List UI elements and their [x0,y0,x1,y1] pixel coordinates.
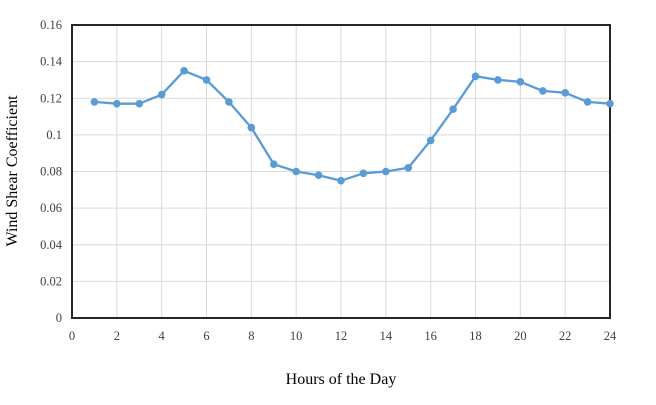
y-axis-title: Wind Shear Coefficient [4,95,21,247]
x-tick-label: 0 [69,329,75,343]
y-tick-label: 0 [56,311,62,325]
x-tick-label: 14 [380,329,393,343]
x-tick-label: 16 [424,329,437,343]
y-tick-label: 0.04 [40,238,63,252]
data-point-marker [359,169,368,178]
plot-border [71,24,611,319]
data-point-marker [202,76,211,84]
data-point-marker [516,78,525,86]
y-tick-label: 0.16 [40,18,62,32]
x-tick-label: 10 [290,329,303,343]
y-tick-label: 0.12 [40,91,62,105]
x-tick-label: 6 [203,329,209,343]
data-point-marker [494,76,502,84]
y-tick-label: 0.14 [40,55,63,69]
series-line [93,69,612,182]
x-tick-label: 24 [604,329,617,343]
y-tick-label: 0.08 [40,165,62,179]
y-tick-label: 0.1 [46,128,62,142]
data-point-marker [113,99,121,108]
data-point-marker [157,90,166,99]
x-tick-label: 12 [335,329,348,343]
data-point-marker [292,167,301,176]
data-point-marker [606,99,614,108]
x-tick-label: 20 [514,329,527,343]
data-point-marker [404,164,413,172]
x-tick-label: 4 [159,329,166,343]
data-point-marker [426,136,435,145]
data-point-marker [314,171,323,179]
y-tick-label: 0.02 [40,274,62,288]
x-tick-label: 22 [559,329,572,343]
x-axis-title: Hours of the Day [286,371,397,388]
data-point-marker [90,98,99,106]
data-point-marker [539,87,547,95]
y-tick-label: 0.06 [40,201,62,215]
x-tick-label: 8 [248,329,254,343]
data-point-marker [382,167,390,176]
data-point-marker [270,160,278,168]
tick-labels: 00.020.040.060.080.10.120.140.160 2 4 6 8 10 1… [40,18,617,343]
data-point-marker [180,67,188,75]
gridlines [72,25,610,318]
data-point-marker [135,99,144,108]
data-point-marker [561,89,569,97]
x-tick-label: 2 [114,329,120,343]
data-point-marker [471,72,480,81]
data-point-marker [247,123,256,132]
x-tick-label: 18 [469,329,482,343]
data-point-marker [449,105,457,113]
data-series [90,67,614,185]
data-point-marker [583,98,592,106]
data-point-marker [337,176,345,185]
data-point-marker [225,98,233,106]
